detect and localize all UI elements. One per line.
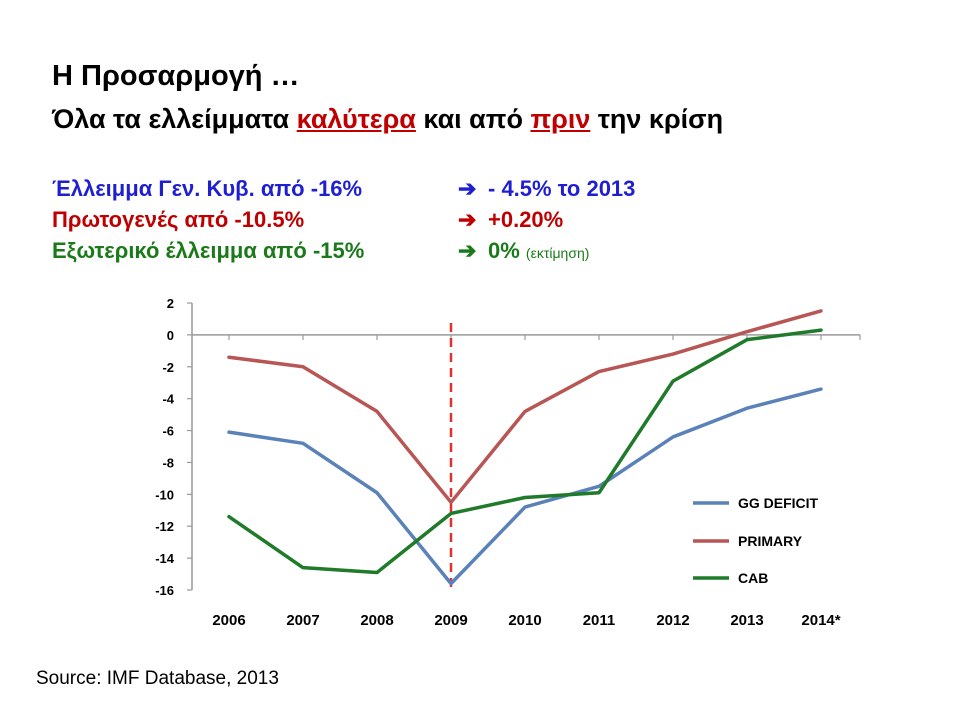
arrow-right-icon: ➔ [458, 207, 477, 232]
subtitle-highlight-better: καλύτερα [296, 104, 416, 134]
summary-label: Έλλειμμα Γεν. Κυβ. από -16% [52, 176, 363, 201]
subtitle-highlight-before: πριν [530, 104, 591, 134]
summary-value-text: 0% [488, 238, 520, 263]
y-tick-label: -12 [155, 519, 174, 534]
summary-label: Εξωτερικό έλλειμμα από -15% [52, 238, 365, 263]
x-tick-label: 2013 [730, 612, 763, 629]
summary-note: (εκτίμηση) [525, 245, 590, 261]
x-tick-label: 2014* [801, 612, 840, 629]
x-tick-label: 2006 [212, 612, 245, 629]
legend-label: PRIMARY [738, 533, 803, 549]
series-line-cab [227, 328, 823, 575]
summary-value-text: - 4.5% το 2013 [488, 176, 636, 201]
summary-label: Πρωτογενές από -10.5% [52, 207, 305, 232]
y-tick-label: 2 [167, 296, 174, 311]
series-line-gg-deficit [227, 387, 823, 586]
x-tick-label: 2008 [360, 612, 393, 629]
y-tick-label: -8 [162, 455, 174, 470]
x-tick-label: 2011 [583, 612, 616, 629]
source-note: Source: IMF Database, 2013 [36, 668, 279, 689]
subtitle-post: την κρίση [590, 104, 724, 134]
subtitle-pre: Όλα τα ελλείμματα [52, 104, 297, 134]
slide-subtitle: Όλα τα ελλείμματα καλύτερα και από πριν … [52, 104, 723, 135]
y-tick-label: -4 [162, 392, 174, 407]
series-line-primary [227, 309, 823, 505]
y-tick-label: -16 [155, 583, 174, 598]
legend-label: GG DEFICIT [738, 495, 819, 511]
y-tick-label: 0 [167, 328, 174, 343]
x-tick-label: 2009 [434, 612, 467, 629]
slide-title: Η Προσαρμογή … [52, 60, 300, 92]
x-tick-label: 2007 [286, 612, 319, 629]
summary-value: 0% (εκτίμηση) [488, 238, 589, 264]
y-tick-label: -14 [155, 551, 175, 566]
x-tick-label: 2010 [508, 612, 541, 629]
subtitle-mid: και από [415, 104, 531, 134]
summary-value: - 4.5% το 2013 [488, 176, 635, 202]
y-tick-label: -10 [155, 487, 174, 502]
arrow-right-icon: ➔ [458, 238, 477, 263]
summary-value-text: +0.20% [488, 207, 564, 232]
legend-label: CAB [738, 570, 768, 586]
arrow-right-icon: ➔ [458, 176, 477, 201]
y-tick-label: -6 [162, 424, 174, 439]
summary-value: +0.20% [488, 207, 563, 233]
x-tick-label: 2012 [656, 612, 689, 629]
y-tick-label: -2 [162, 360, 174, 375]
